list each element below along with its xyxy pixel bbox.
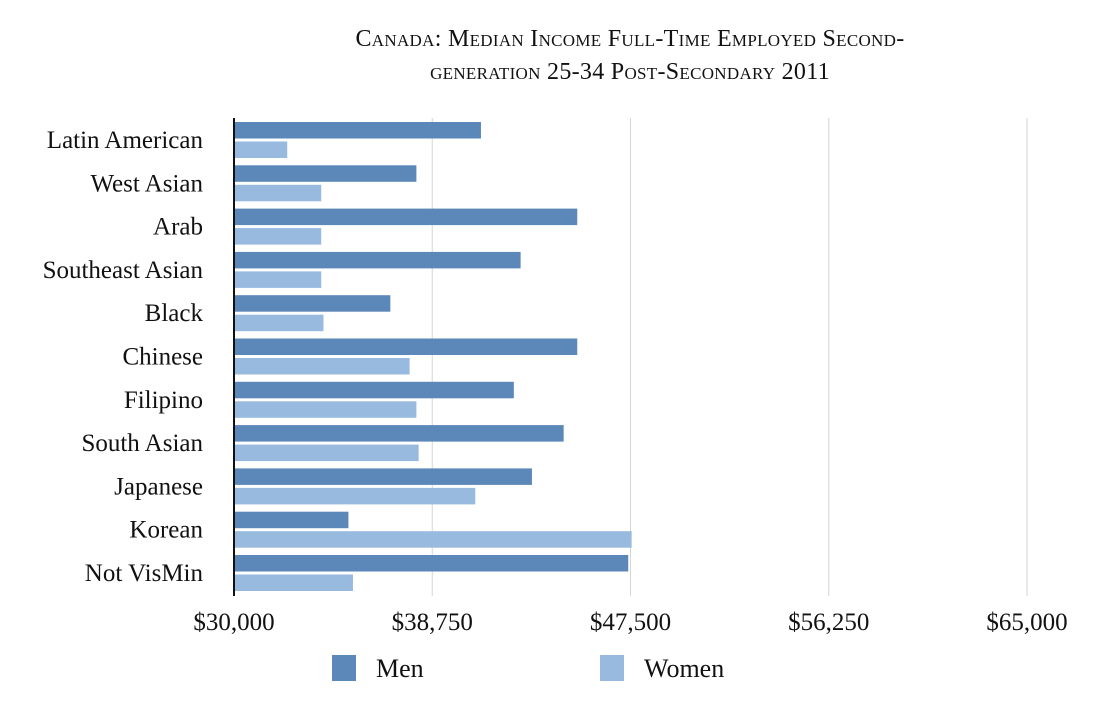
bar-men-not-vismin [234,555,629,572]
chart-title-line-2: generation 25-34 Post-Secondary 2011 [430,59,830,85]
legend-label-women: Women [644,654,724,683]
bar-men-black [234,295,391,312]
bar-women-arab [234,228,322,245]
x-tick-label: $38,750 [392,609,473,636]
x-tick-label: $47,500 [590,609,671,636]
bar-women-latin-american [234,141,288,158]
category-label: Japanese [114,473,203,500]
bar-women-filipino [234,401,417,418]
bar-men-west-asian [234,165,417,182]
bar-women-japanese [234,487,476,505]
legend-swatch-men [332,655,356,681]
chart-title-line-1: Canada: Median Income Full-Time Employed… [355,26,905,52]
category-label: Arab [153,214,203,241]
category-label: Filipino [124,387,203,414]
bar-men-japanese [234,468,532,485]
bar-women-west-asian [234,184,322,202]
bar-women-south-asian [234,444,419,462]
category-label: Southeast Asian [43,257,204,284]
legend-swatch-women [600,655,624,681]
category-label: Chinese [122,344,203,371]
bar-women-chinese [234,358,410,375]
bar-men-chinese [234,338,578,355]
category-label: Black [145,300,204,327]
category-label: West Asian [90,170,203,197]
x-tick-label: $65,000 [986,609,1067,636]
category-label: Not VisMin [85,560,204,587]
category-label: Latin American [47,127,204,154]
legend-label-men: Men [376,654,424,683]
x-tick-label: $30,000 [193,609,274,636]
x-tick-label: $56,250 [788,609,869,636]
bar-men-korean [234,511,349,529]
bar-men-south-asian [234,425,564,442]
bar-men-arab [234,208,578,226]
bar-women-black [234,314,324,332]
bar-women-korean [234,531,632,548]
bar-women-not-vismin [234,574,353,591]
bar-men-southeast-asian [234,251,521,269]
bar-men-latin-american [234,122,481,139]
bar-women-southeast-asian [234,271,322,288]
bar-men-filipino [234,381,514,399]
category-label: Korean [129,517,203,544]
category-label: South Asian [81,430,203,457]
